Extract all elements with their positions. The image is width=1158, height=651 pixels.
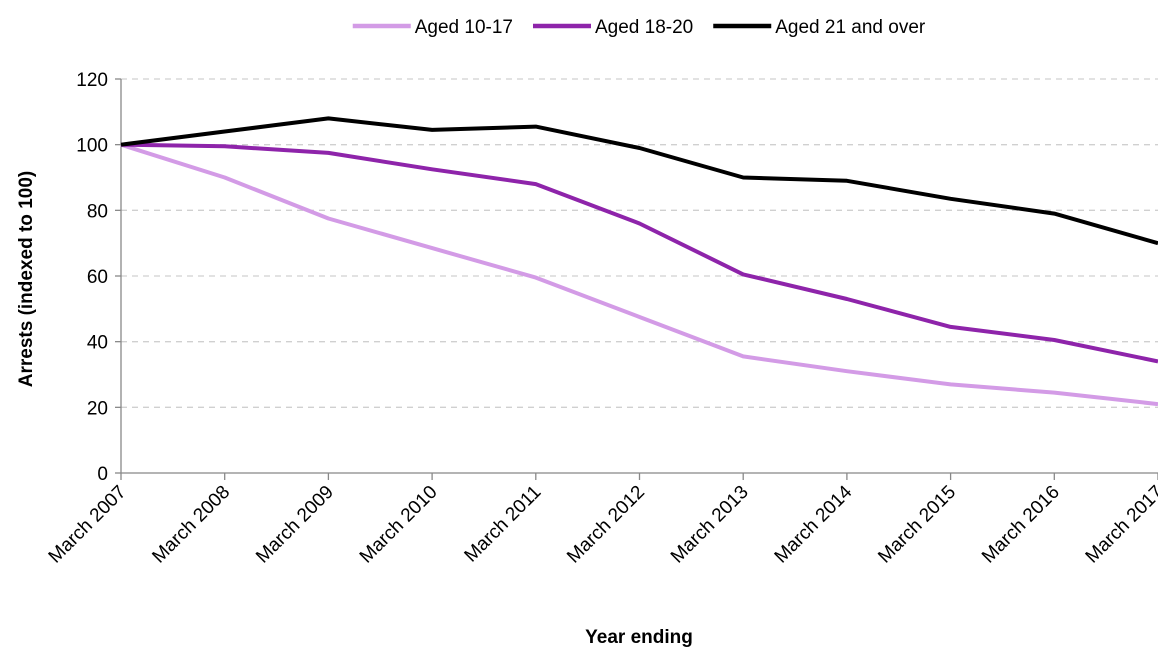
legend-label-aged-10-17: Aged 10-17 — [415, 17, 513, 38]
y-tick-label-80: 80 — [87, 201, 108, 222]
series-line-aged-18-20 — [120, 142, 1158, 364]
axes — [115, 78, 1158, 480]
x-tick-label-march-2016: March 2016 — [978, 482, 1064, 568]
x-tick-label-march-2008: March 2008 — [148, 482, 234, 568]
y-tick-label-120: 120 — [76, 70, 108, 91]
series-lines — [120, 116, 1158, 407]
x-tick-label-march-2017: March 2017 — [1082, 482, 1158, 568]
x-tick-label-march-2011: March 2011 — [461, 482, 546, 567]
x-tick-label-march-2010: March 2010 — [356, 482, 442, 568]
y-tick-labels: 0 20 40 60 80 100 120 — [76, 70, 108, 485]
x-tick-label-march-2007: March 2007 — [45, 482, 131, 568]
series-line-aged-10-17 — [120, 142, 1158, 407]
y-tick-label-100: 100 — [76, 136, 108, 157]
x-tick-label-march-2009: March 2009 — [252, 482, 338, 568]
legend-label-aged-21-and-over: Aged 21 and over — [775, 17, 926, 38]
y-axis-title: Arrests (indexed to 100) — [16, 171, 37, 387]
y-tick-label-40: 40 — [87, 333, 108, 354]
gridlines — [121, 78, 1158, 408]
x-tick-label-march-2014: March 2014 — [771, 481, 857, 567]
x-axis-title: Year ending — [585, 627, 693, 648]
y-tick-label-0: 0 — [97, 464, 108, 485]
legend-label-aged-18-20: Aged 18-20 — [595, 17, 693, 38]
series-line-aged-21-and-over — [120, 116, 1158, 246]
x-tick-label-march-2013: March 2013 — [667, 482, 753, 568]
x-tick-labels: March 2007 March 2008 March 2009 March 2010… — [45, 481, 1158, 567]
y-tick-label-60: 60 — [87, 267, 108, 288]
x-tick-label-march-2015: March 2015 — [874, 482, 960, 568]
x-tick-label-march-2012: March 2012 — [563, 482, 649, 568]
y-tick-label-20: 20 — [87, 398, 108, 419]
legend: Aged 10-17 Aged 18-20 Aged 21 and over — [352, 17, 926, 38]
